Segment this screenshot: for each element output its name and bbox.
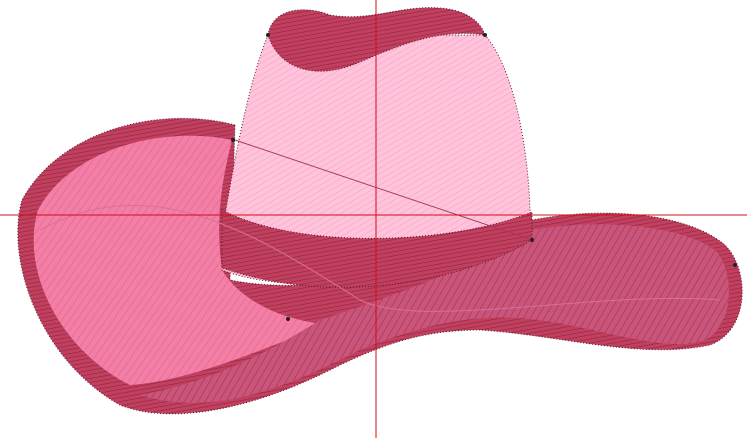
brim-front [140, 224, 729, 403]
brim-inner [33, 135, 330, 385]
guide-line [39, 204, 721, 312]
node [231, 138, 235, 142]
guide-line [234, 139, 533, 241]
node [733, 263, 737, 267]
node [483, 33, 487, 37]
crown [221, 34, 533, 285]
node [286, 317, 290, 321]
hat-band [221, 209, 533, 288]
node [266, 33, 270, 37]
node [530, 238, 534, 242]
